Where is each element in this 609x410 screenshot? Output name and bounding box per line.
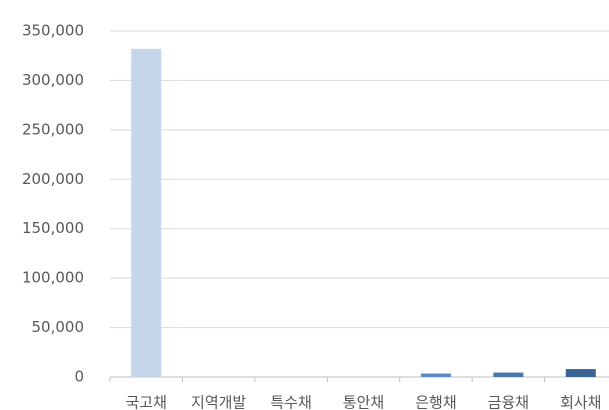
x-tick-label: 통안채	[343, 394, 384, 410]
bar	[420, 373, 451, 377]
x-tick-label: 국고채	[126, 394, 167, 410]
bar	[565, 369, 596, 377]
y-tick-label: 350,000	[22, 22, 84, 40]
bar	[131, 48, 162, 378]
bar	[493, 372, 524, 377]
x-tick-label: 지역개발	[191, 394, 246, 410]
y-tick-label: 100,000	[22, 269, 84, 287]
y-tick-label: 200,000	[22, 170, 84, 188]
y-tick-label: 50,000	[32, 318, 85, 336]
y-tick-label: 300,000	[22, 71, 84, 89]
y-tick-label: 250,000	[22, 120, 84, 138]
x-tick-label: 금융채	[488, 394, 529, 410]
x-tick-label: 회사채	[560, 394, 601, 410]
x-tick-label: 은행채	[415, 394, 456, 410]
x-tick-label: 특수채	[270, 394, 311, 410]
y-tick-label: 150,000	[22, 219, 84, 237]
y-tick-label: 0	[74, 368, 84, 386]
